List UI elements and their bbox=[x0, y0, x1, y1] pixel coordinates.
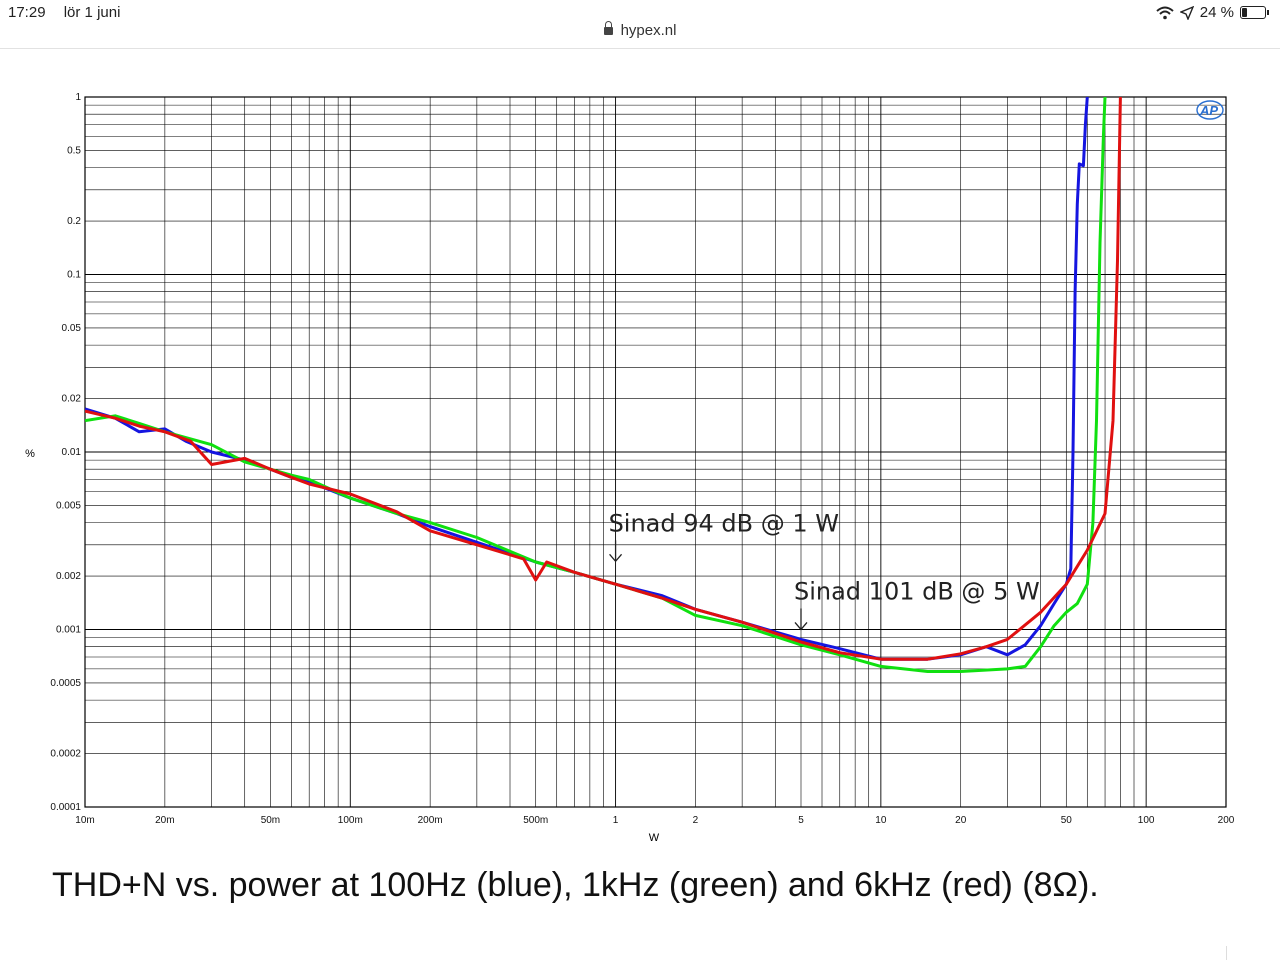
y-tick-label: 0.002 bbox=[56, 571, 81, 582]
x-tick-label: 100 bbox=[1138, 815, 1155, 826]
status-left: 17:29 lör 1 juni bbox=[8, 4, 134, 21]
x-tick-label: 100m bbox=[338, 815, 363, 826]
y-tick-label: 0.001 bbox=[56, 625, 81, 636]
lock-icon bbox=[603, 21, 613, 35]
x-tick-label: 10 bbox=[875, 815, 887, 826]
annotation-arrowhead-1 bbox=[794, 622, 808, 631]
scroll-edge bbox=[1226, 946, 1227, 960]
x-tick-label: 20 bbox=[955, 815, 967, 826]
status-time: 17:29 bbox=[8, 4, 46, 21]
battery-percent: 24 % bbox=[1199, 4, 1234, 21]
x-tick-label: 50m bbox=[261, 815, 280, 826]
x-tick-label: 5 bbox=[798, 815, 804, 826]
x-tick-label: 10m bbox=[75, 815, 94, 826]
annotation-text-0: Sinad 94 dB @ 1 W bbox=[609, 509, 839, 537]
status-right: 24 % bbox=[1156, 4, 1269, 21]
series-line-2 bbox=[85, 97, 1122, 661]
plot-frame bbox=[84, 96, 1227, 808]
annotation-arrowhead-0 bbox=[609, 553, 623, 563]
y-tick-label: 0.0005 bbox=[50, 678, 81, 689]
site-domain: hypex.nl bbox=[620, 22, 677, 39]
figure-caption: THD+N vs. power at 100Hz (blue), 1kHz (g… bbox=[52, 866, 1099, 904]
chart-grid bbox=[84, 96, 1227, 808]
y-tick-label: 1 bbox=[75, 92, 81, 103]
y-tick-label: 0.2 bbox=[67, 216, 81, 227]
y-tick-label: 0.05 bbox=[62, 323, 82, 334]
annotation-text-1: Sinad 101 dB @ 5 W bbox=[794, 577, 1040, 605]
battery-icon bbox=[1240, 6, 1269, 19]
address-bar[interactable]: hypex.nl bbox=[0, 21, 1280, 46]
y-tick-label: 0.0002 bbox=[50, 749, 81, 760]
tick-labels: 10m 20m 50m 100m 200m 500m 1 2 5 10 20 50 100 200 1 0.5… bbox=[50, 92, 1234, 826]
x-tick-label: 1 bbox=[613, 815, 619, 826]
status-date: lör 1 juni bbox=[63, 4, 121, 21]
x-axis-label: W bbox=[649, 832, 660, 844]
x-tick-label: 50 bbox=[1061, 815, 1073, 826]
location-arrow-icon bbox=[1179, 5, 1194, 20]
y-tick-label: 0.005 bbox=[56, 500, 81, 511]
y-tick-label: 0.0001 bbox=[50, 802, 81, 813]
battery-tip bbox=[1267, 10, 1269, 15]
y-tick-label: 0.5 bbox=[67, 145, 81, 156]
y-tick-label: 0.02 bbox=[62, 394, 82, 405]
x-tick-label: 20m bbox=[155, 815, 174, 826]
y-tick-label: 0.1 bbox=[67, 270, 81, 281]
y-tick-label: 0.01 bbox=[62, 447, 82, 458]
ap-logo-text: AP bbox=[1199, 103, 1218, 118]
x-tick-label: 200m bbox=[418, 815, 443, 826]
status-bar: 17:29 lör 1 juni 24 % bbox=[0, 0, 1280, 26]
wifi-icon bbox=[1156, 6, 1174, 19]
x-tick-label: 500m bbox=[523, 815, 548, 826]
chart-annotations: Sinad 94 dB @ 1 W Sinad 101 dB @ 5 W bbox=[609, 509, 1040, 631]
y-axis-label: % bbox=[25, 448, 35, 460]
header-divider bbox=[0, 48, 1280, 49]
chart-series bbox=[85, 97, 1122, 673]
x-tick-label: 200 bbox=[1218, 815, 1235, 826]
ap-logo-icon: AP bbox=[1196, 100, 1224, 120]
x-tick-label: 2 bbox=[693, 815, 699, 826]
battery-fill bbox=[1242, 8, 1247, 17]
